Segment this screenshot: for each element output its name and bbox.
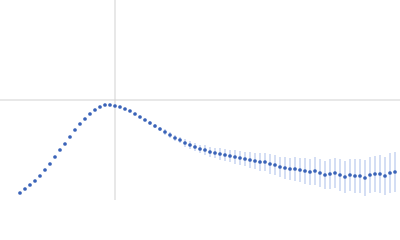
- data-point: [173, 136, 177, 140]
- data-point: [138, 115, 142, 119]
- data-point: [243, 157, 247, 161]
- data-point: [223, 153, 227, 157]
- data-point: [193, 145, 197, 149]
- data-point: [388, 171, 392, 175]
- data-point: [253, 159, 257, 163]
- data-point: [148, 121, 152, 125]
- data-point: [353, 174, 357, 178]
- data-point: [33, 179, 37, 183]
- data-point: [328, 172, 332, 176]
- data-point: [113, 104, 117, 108]
- data-point: [343, 175, 347, 179]
- data-point: [313, 169, 317, 173]
- data-point: [123, 107, 127, 111]
- data-point: [38, 174, 42, 178]
- data-point: [83, 117, 87, 121]
- data-point: [323, 173, 327, 177]
- data-point: [63, 142, 67, 146]
- chart: [0, 0, 400, 200]
- data-point: [378, 172, 382, 176]
- data-point: [208, 150, 212, 154]
- data-point: [23, 187, 27, 191]
- data-point: [198, 147, 202, 151]
- data-point: [93, 108, 97, 112]
- data-point: [283, 166, 287, 170]
- data-point: [383, 174, 387, 178]
- data-point: [133, 112, 137, 116]
- data-point: [373, 172, 377, 176]
- data-point: [333, 171, 337, 175]
- data-point: [73, 128, 77, 132]
- data-point: [98, 105, 102, 109]
- data-point: [248, 158, 252, 162]
- data-point: [178, 138, 182, 142]
- data-point: [368, 173, 372, 177]
- data-point: [68, 135, 72, 139]
- data-point: [238, 156, 242, 160]
- data-point: [228, 154, 232, 158]
- data-point: [268, 162, 272, 166]
- data-point: [58, 148, 62, 152]
- data-point: [48, 162, 52, 166]
- data-point: [183, 141, 187, 145]
- data-point: [363, 176, 367, 180]
- data-point: [203, 148, 207, 152]
- data-point: [108, 103, 112, 107]
- data-point: [258, 160, 262, 164]
- data-point: [288, 167, 292, 171]
- data-point: [153, 124, 157, 128]
- data-point: [293, 167, 297, 171]
- data-point: [298, 168, 302, 172]
- data-point: [358, 174, 362, 178]
- data-point: [213, 151, 217, 155]
- data-point: [263, 160, 267, 164]
- data-point: [118, 105, 122, 109]
- data-point: [278, 165, 282, 169]
- data-point: [348, 173, 352, 177]
- data-point: [18, 191, 22, 195]
- data-point: [43, 168, 47, 172]
- data-point: [78, 122, 82, 126]
- data-point: [28, 183, 32, 187]
- data-point: [218, 152, 222, 156]
- data-point: [88, 112, 92, 116]
- data-point: [308, 170, 312, 174]
- data-point: [303, 169, 307, 173]
- data-point: [338, 173, 342, 177]
- data-point: [158, 127, 162, 131]
- data-point: [233, 155, 237, 159]
- data-point: [53, 155, 57, 159]
- data-point: [103, 103, 107, 107]
- data-point: [163, 130, 167, 134]
- data-point: [168, 133, 172, 137]
- data-point: [128, 109, 132, 113]
- data-point: [143, 118, 147, 122]
- data-point: [188, 143, 192, 147]
- data-point: [393, 170, 397, 174]
- data-point: [318, 171, 322, 175]
- data-point: [273, 163, 277, 167]
